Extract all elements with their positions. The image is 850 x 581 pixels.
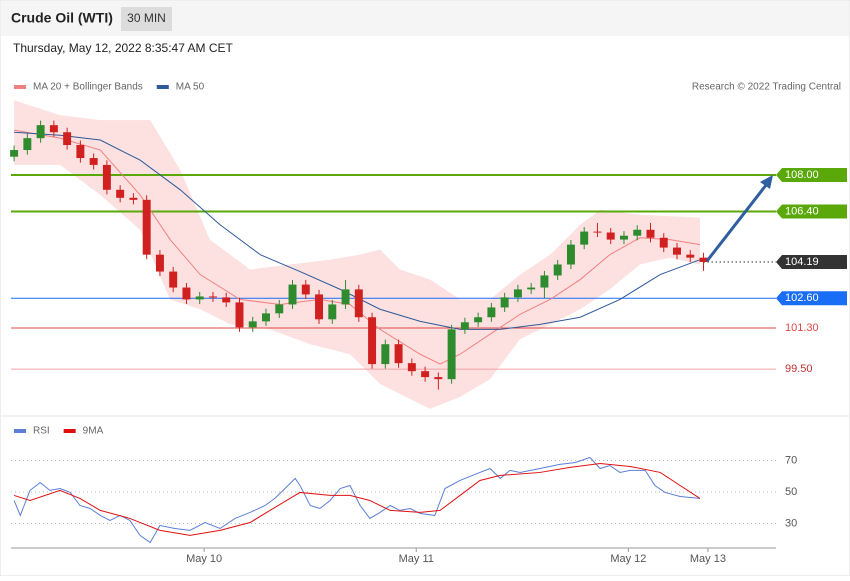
legend-swatch	[63, 429, 76, 433]
candle-body	[646, 229, 655, 238]
legend-label: MA 20 + Bollinger Bands	[33, 82, 143, 93]
candle-body	[116, 189, 125, 198]
candle-body	[354, 289, 363, 318]
interval-badge	[121, 7, 172, 31]
rsi-line	[13, 456, 701, 544]
candle-body	[673, 247, 681, 255]
level-label: 104.19	[785, 256, 819, 268]
interval: 30 MIN	[127, 11, 166, 25]
candle-body	[659, 237, 668, 248]
candle-body	[394, 344, 403, 364]
candle-body	[275, 304, 284, 314]
x-tick-label: May 12	[610, 553, 646, 565]
candle-body	[619, 235, 628, 240]
candle-body	[328, 304, 337, 320]
level-tag	[776, 254, 847, 269]
level-label: 102.60	[785, 292, 819, 304]
forecast-arrowhead	[760, 175, 773, 189]
candle-body	[76, 145, 85, 159]
candle-body	[500, 297, 509, 308]
legend-label: MA 50	[176, 82, 205, 93]
main-layer	[10, 120, 776, 390]
candle-body	[474, 317, 483, 323]
level-tag	[776, 291, 847, 306]
y-tick-label: 70	[785, 454, 797, 466]
candle-body	[381, 344, 390, 365]
candle-body	[288, 284, 297, 305]
candle-body	[553, 264, 562, 276]
candle-body	[580, 231, 589, 245]
y-tick-label: 50	[785, 486, 797, 498]
moving-average	[14, 129, 701, 365]
candle-body	[195, 296, 204, 300]
level-label: 99.50	[785, 363, 813, 375]
credit: Research © 2022 Trading Central	[692, 82, 841, 93]
candle-body	[699, 257, 708, 262]
candle-body	[182, 287, 191, 300]
candle-body	[527, 287, 536, 290]
legend-label: 9MA	[83, 426, 104, 437]
candle-body	[155, 254, 164, 272]
legend-swatch	[14, 85, 26, 89]
candle-body	[169, 271, 178, 288]
candle-body	[23, 138, 32, 151]
candle-body	[368, 317, 377, 365]
candle-body	[606, 232, 615, 240]
candle-body	[262, 313, 270, 322]
candle-body	[315, 294, 324, 320]
x-tick-label: May 11	[399, 553, 434, 565]
candle-body	[686, 254, 695, 258]
level-label: 101.30	[785, 322, 819, 334]
x-tick-label: May 10	[186, 553, 222, 565]
candle-body	[513, 289, 522, 298]
candle-body	[248, 321, 257, 328]
candle-body	[421, 371, 430, 378]
candle-body	[49, 125, 58, 133]
band-layer	[11, 100, 776, 409]
candle-body	[235, 302, 244, 328]
candle-body	[208, 296, 217, 298]
candle-body	[407, 363, 416, 372]
candle-body	[633, 229, 642, 236]
candle-body	[10, 150, 19, 157]
candle-body	[36, 125, 45, 139]
y-tick-label: 30	[785, 517, 797, 529]
candle-body	[129, 197, 138, 200]
level-tag	[776, 167, 847, 182]
legend-swatch	[156, 85, 169, 89]
rsi-line	[13, 462, 701, 536]
candle-body	[222, 297, 231, 303]
title: Crude Oil (WTI)	[11, 10, 113, 26]
x-tick-label: May 13	[690, 553, 726, 565]
candle-body	[566, 244, 575, 265]
legend-swatch	[14, 429, 26, 433]
legend-label: RSI	[33, 426, 50, 437]
candle-body	[102, 164, 111, 190]
level-label: 108.00	[785, 169, 819, 181]
candle-body	[460, 322, 469, 330]
candle-body	[540, 275, 549, 288]
bollinger-band	[14, 100, 700, 409]
candle-body	[341, 289, 350, 305]
level-tag	[776, 204, 847, 219]
candle-body	[89, 158, 98, 165]
level-label: 106.40	[785, 205, 819, 217]
candle-body	[63, 132, 72, 146]
candle-body	[301, 284, 310, 295]
candle-body	[142, 199, 151, 255]
timestamp: Thursday, May 12, 2022 8:35:47 AM CET	[13, 41, 234, 55]
forecast-arrow	[705, 179, 772, 262]
candle-body	[487, 307, 496, 318]
candle-body	[434, 377, 443, 380]
candle-body	[447, 329, 456, 380]
candle-body	[593, 231, 602, 233]
